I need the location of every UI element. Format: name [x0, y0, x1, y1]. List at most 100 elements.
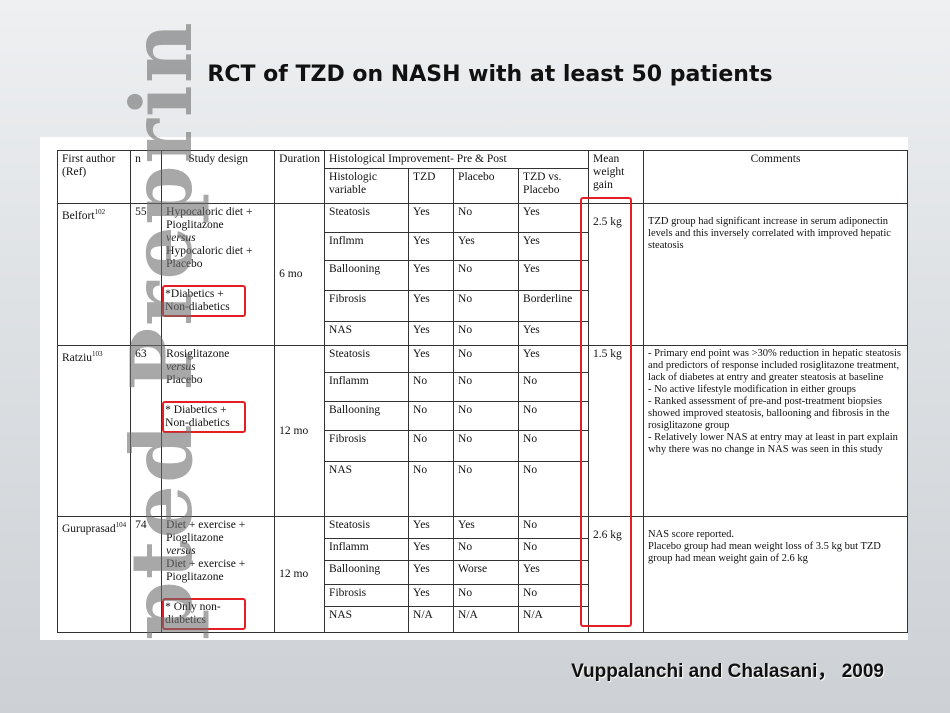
table-cell: Yes: [408, 538, 455, 562]
table-row: Guruprasad104 74 Diet + exercise + Pioglit…: [56, 515, 909, 633]
table-cell: Steatosis: [324, 515, 410, 540]
table-cell: NAS: [324, 321, 410, 346]
duration-cell: 12 mo: [274, 345, 326, 517]
table-row: Fibrosis Yes No Borderline: [58, 290, 908, 322]
table-cell: No: [453, 203, 520, 233]
table-row: NAS No No No: [58, 461, 908, 517]
table-cell: Inflamm: [324, 372, 410, 402]
header-cell: Study design: [161, 150, 276, 204]
table-cell: Yes: [518, 321, 590, 346]
table-cell: No: [518, 515, 590, 540]
table-cell: No: [518, 372, 590, 402]
author-cell: Ratziu103: [56, 345, 132, 517]
table-cell: Ballooning: [324, 401, 410, 431]
design-cell: Hypocaloric diet + Pioglitazone versus Hyp…: [161, 203, 276, 346]
table-cell: No: [408, 461, 455, 517]
header-cell: TZD: [408, 168, 455, 204]
table-cell: Ballooning: [324, 560, 410, 585]
table-cell: Inflmm: [324, 232, 410, 261]
table-cell: Yes: [518, 203, 590, 233]
population: * Diabetics + Non-diabetics: [162, 401, 247, 433]
n-cell: 55: [130, 203, 163, 346]
comments-cell: - Primary end point was >30% reduction i…: [643, 345, 909, 517]
watermark: pted Preprin: [112, 20, 211, 640]
table-cell: Yes: [518, 345, 590, 373]
table-cell: Fibrosis: [324, 290, 410, 322]
table-row: NAS N/A N/A N/A: [58, 605, 908, 634]
reference: 103: [92, 350, 103, 358]
table-cell: No: [453, 401, 520, 431]
header-cell: Mean weight gain: [588, 150, 645, 204]
table-cell: Yes: [518, 260, 590, 291]
table-cell: N/A: [453, 605, 520, 634]
author-cell: Guruprasad104: [56, 516, 132, 633]
table-cell: No: [453, 461, 520, 517]
design-cell: Rosiglitazone versus Placebo * Diabetics + …: [161, 345, 276, 517]
n-cell: 74: [130, 516, 163, 633]
author: Belfort: [62, 209, 95, 222]
n-cell: 63: [130, 345, 163, 517]
table-cell: No: [518, 461, 590, 517]
table-cell: No: [453, 345, 520, 373]
header-cell: Histologic variable: [324, 168, 410, 204]
comment: NAS score reported.: [648, 529, 735, 540]
table-cell: Steatosis: [324, 203, 410, 233]
header-cell: Comments: [643, 150, 909, 204]
table-cell: Yes: [408, 260, 455, 291]
table-row: Belfort102 55 Hypocaloric diet + Pioglitaz…: [56, 203, 909, 346]
header-row: First author (Ref) n Study design Duration H…: [56, 150, 909, 204]
population: * Only non-diabetics: [162, 598, 247, 630]
table-cell: NAS: [324, 461, 410, 517]
table-cell: No: [453, 372, 520, 402]
comment: TZD group had significant increase in se…: [648, 216, 891, 251]
table-cell: Yes: [518, 560, 590, 585]
reference: 104: [115, 521, 127, 529]
table-cell: Ballooning: [324, 260, 410, 291]
table-cell: Yes: [408, 583, 455, 607]
comment: - No active lifestyle modification in ei…: [648, 384, 856, 395]
table-cell: No: [453, 583, 520, 607]
header-cell: Histological Improvement- Pre & Post: [324, 150, 590, 169]
design-line: Diet + exercise + Pioglitazone: [166, 519, 246, 544]
design-line: Diet + exercise + Pioglitazone: [166, 558, 246, 583]
table: First author (Ref) n Study design Duration H…: [56, 150, 909, 634]
weight-cell: 2.6 kg: [588, 516, 645, 633]
comment: - Relatively lower NAS at entry may at l…: [648, 432, 898, 455]
table-cell: Yes: [408, 515, 455, 540]
author: Ratziu: [62, 351, 93, 364]
table-cell: Yes: [453, 515, 520, 540]
table-cell: No: [453, 430, 520, 462]
table-row: Inflamm Yes No No: [58, 538, 908, 562]
table-row: Ballooning No No No: [58, 401, 908, 431]
design-line: Hypocaloric diet + Pioglitazone: [166, 206, 253, 231]
table-row: Fibrosis No No No: [58, 430, 908, 462]
slide-title: RCT of TZD on NASH with at least 50 pati…: [207, 62, 773, 87]
table-cell: No: [408, 401, 455, 431]
highlight-box: [580, 197, 632, 627]
table-row: NAS Yes No Yes: [58, 321, 908, 346]
design-cell: Diet + exercise + Pioglitazone versus Diet…: [161, 516, 276, 633]
table-cell: Inflamm: [324, 538, 410, 562]
weight-cell: 1.5 kg: [588, 345, 645, 517]
table-cell: No: [453, 321, 520, 346]
table-row: Ratziu103 63 Rosiglitazone versus Placebo * D…: [56, 345, 909, 517]
header-cell: n: [130, 150, 163, 204]
table-cell: Yes: [408, 290, 455, 322]
table-cell: Yes: [453, 232, 520, 261]
comments-cell: TZD group had significant increase in se…: [643, 203, 909, 346]
table-cell: No: [518, 583, 590, 607]
table-cell: Borderline: [518, 290, 590, 322]
duration-cell: 12 mo: [274, 516, 326, 633]
table-cell: Yes: [408, 560, 455, 585]
reference: 102: [94, 208, 106, 216]
header-row: Histologic variable TZD Placebo TZD vs. Pla…: [58, 168, 908, 204]
table-cell: No: [518, 538, 590, 562]
comment: - Ranked assessment of pre-and post-trea…: [648, 396, 890, 431]
table-cell: Fibrosis: [324, 583, 410, 607]
comment: Placebo group had mean weight loss of 3.…: [648, 541, 881, 564]
table-cell: No: [453, 538, 520, 562]
table-cell: Yes: [518, 232, 590, 261]
table-cell: Yes: [408, 321, 455, 346]
table-cell: No: [518, 401, 590, 431]
